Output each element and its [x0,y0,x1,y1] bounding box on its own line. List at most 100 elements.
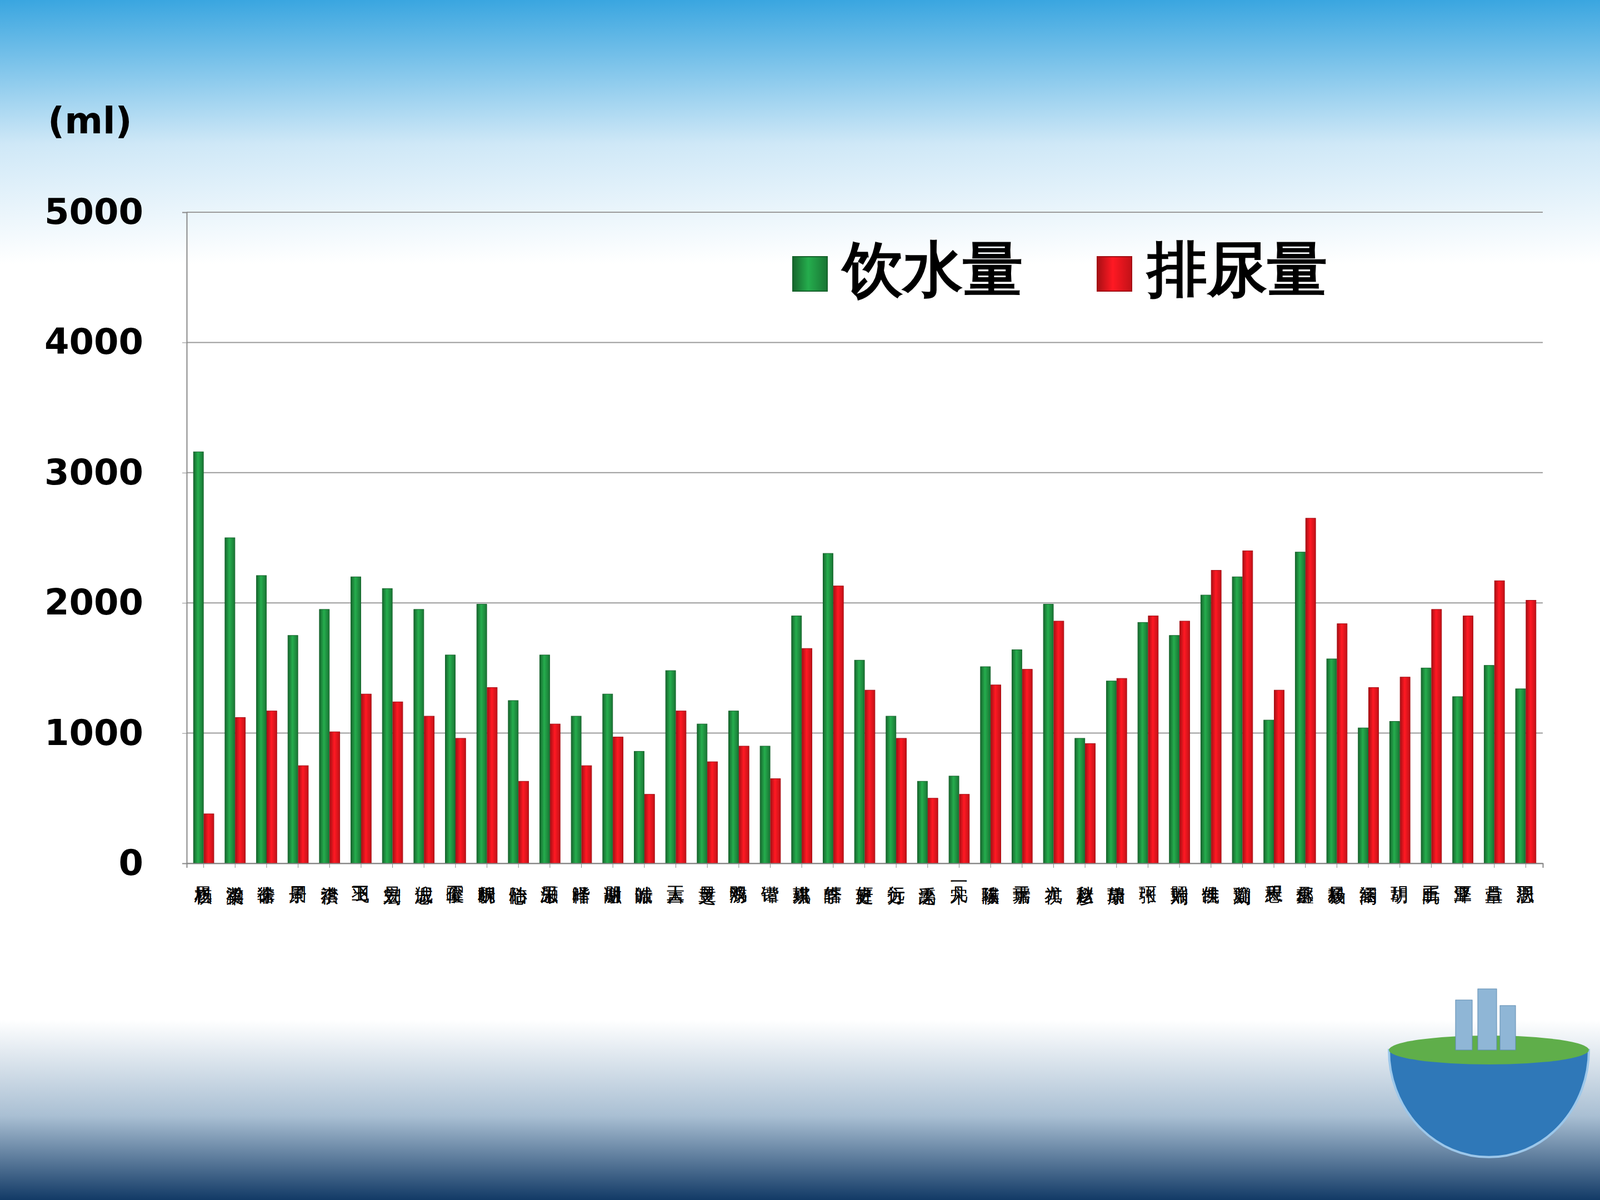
bar [1452,696,1463,864]
bar [665,670,676,864]
legend-swatch [1097,256,1132,292]
bar [1116,678,1127,864]
series [203,518,1537,864]
tick-mark [182,863,187,864]
bar [991,685,1002,864]
bar [1358,727,1369,864]
tick: 于嘉瑞 [1013,863,1031,904]
tick-label: 姚嘉琪 [792,886,810,905]
bar [1431,609,1442,864]
tick-label: 4000 [44,321,144,363]
tick: 朱思灏 [540,863,559,904]
series [193,451,1526,864]
bar [1368,687,1379,864]
bar [1274,690,1285,864]
tick-label: 王禹昕 [1422,885,1440,905]
tick-label: 杨毅晨 [1327,886,1346,905]
tick: 王曜俊 [446,863,465,904]
bar [1211,570,1222,864]
tick-label: 刘瑜凝 [1233,886,1251,906]
axis-line [187,863,1544,869]
bar [203,813,214,864]
bar [508,700,519,864]
tick-mark [203,863,204,868]
tick-mark [1242,863,1243,868]
tick: 3000 [44,451,187,493]
tick-mark [1179,863,1180,868]
bar [256,575,267,864]
bar [413,609,424,864]
bar [865,690,875,864]
bar [361,693,372,864]
tick: 胡玥 [1391,863,1409,905]
legend-label: 饮水量 [840,234,1023,304]
tick: 李皓轩 [824,863,842,905]
bar [1085,743,1096,864]
tick-label: 徐诺非 [257,886,275,904]
tick-label: 王曜俊 [446,885,465,904]
tick: 杨毅晨 [1327,863,1346,905]
tick-mark [1085,863,1086,868]
bar [382,588,393,864]
bar [927,798,938,864]
tick-label: 朱思灏 [540,886,559,904]
tick-mark [832,863,834,868]
grid-line [186,341,1543,343]
tick-label: 吕卓萱 [1485,886,1503,904]
bar [266,711,277,864]
tick-mark [958,863,960,868]
tick-mark [1021,863,1023,868]
bar [1011,650,1022,864]
tick-label: 张珂 [1138,886,1157,905]
bar [330,731,340,864]
bar [738,746,749,864]
tick: 魏昕桐 [477,863,497,904]
tick-label: 胡玥 [1391,886,1409,905]
bar [445,655,456,864]
bar [602,693,613,864]
bar [959,794,970,864]
bar [298,765,309,864]
bar [760,746,770,864]
tick-mark [1305,863,1306,868]
tick-mark [182,733,187,734]
bar [1305,518,1316,864]
tick-mark [1210,863,1212,868]
bar [1494,580,1505,864]
tick: 1000 [44,712,187,754]
tick-mark [182,342,187,343]
bar [1232,576,1243,864]
legend: 饮水量排尿量 [792,234,1328,304]
bar [1421,667,1432,864]
tick-label: 5000 [44,191,144,233]
bar [1463,616,1474,864]
tick-mark [1399,863,1400,868]
tick-mark [990,863,992,868]
bar [319,609,330,864]
tick: 游双鸣 [730,863,748,904]
tick-mark [770,863,771,868]
bar [1389,721,1400,864]
tick-label: 李皓轩 [824,886,842,905]
tick: 2000 [44,581,187,623]
tick-label: 方行远 [887,886,905,905]
tick-label: 梁瀚祺 [226,886,244,906]
tick-mark [801,863,803,868]
tick: 吕卓萱 [1485,863,1503,904]
tick-label: 侯佳凯 [1202,886,1220,904]
tick-mark [392,863,393,868]
bar [854,660,865,864]
tick-mark [1462,863,1464,868]
tick-label: 李治祺 [320,886,338,905]
bar [1515,688,1526,864]
y-axis: 010002000300040005000 [44,191,188,884]
tick-mark [1493,863,1495,868]
tick-label: 刘昱宏 [383,886,402,906]
tick-mark [1368,863,1369,868]
tick-mark [927,863,928,868]
bar [540,655,550,864]
bar [581,765,592,864]
tick: 4000 [44,321,187,363]
tick-label: 杨祺恩 [194,886,213,905]
tick-label: 陆心怡 [508,886,528,905]
